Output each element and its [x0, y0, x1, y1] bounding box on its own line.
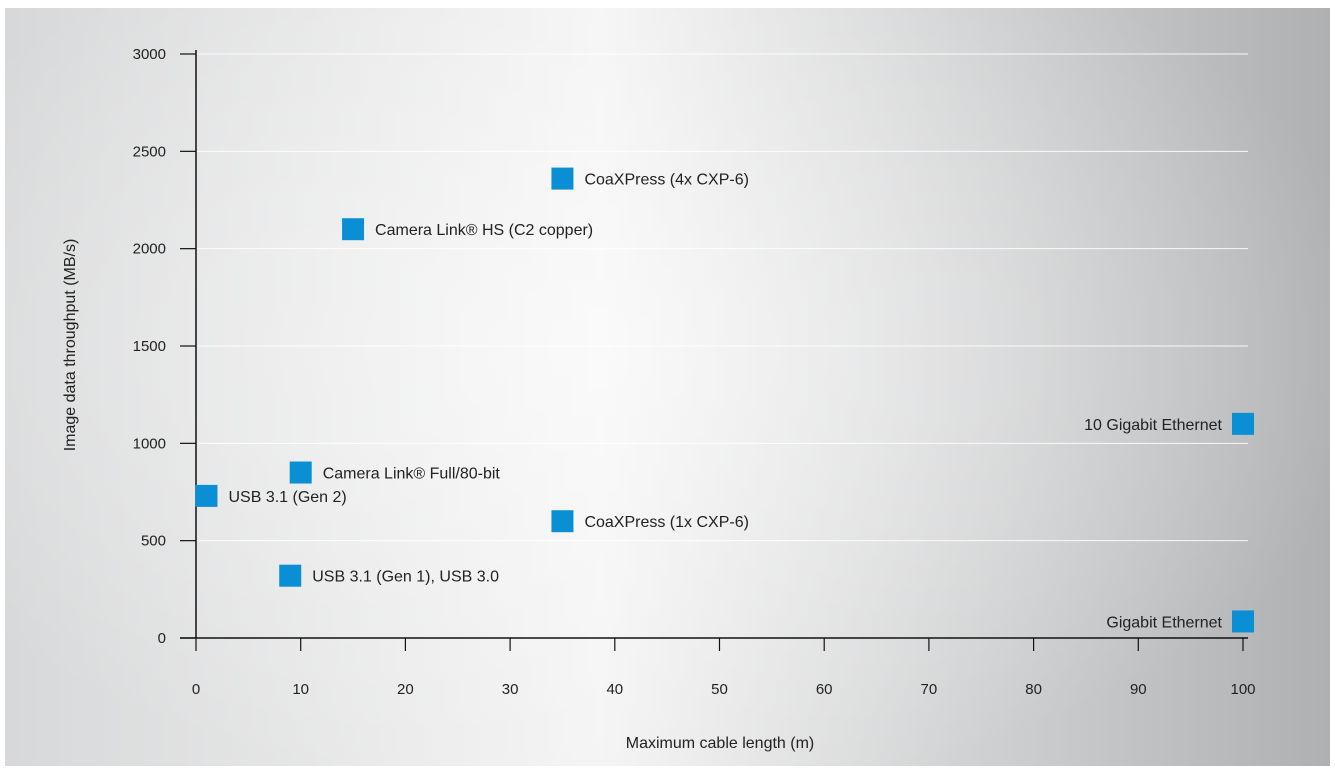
x-tick-label-70: 70 [921, 681, 938, 698]
data-point-6 [279, 564, 302, 587]
x-tick-label-100: 100 [1230, 681, 1255, 698]
x-tick-label-80: 80 [1025, 681, 1042, 698]
x-tick-label-30: 30 [502, 681, 519, 698]
y-tick-label-1500: 1500 [133, 338, 166, 355]
axis-layer [180, 50, 1248, 639]
y-tick-label-2500: 2500 [133, 143, 166, 160]
x-tick-label-90: 90 [1130, 681, 1147, 698]
x-tick-label-0: 0 [192, 681, 200, 698]
chart-background-glow [5, 8, 1330, 766]
data-point-1 [342, 218, 365, 241]
data-label-5: CoaXPress (1x CXP-6) [584, 514, 749, 531]
y-tick-label-500: 500 [141, 533, 166, 550]
y-tick-label-2000: 2000 [133, 241, 166, 258]
y-tick-label-3000: 3000 [133, 46, 166, 63]
data-label-2: 10 Gigabit Ethernet [1084, 417, 1222, 434]
x-axis-title: Maximum cable length (m) [626, 735, 815, 752]
data-point-7 [1232, 610, 1254, 633]
y-tick-label-0: 0 [158, 630, 166, 647]
x-tick-label-50: 50 [711, 681, 728, 698]
data-point-5 [551, 510, 574, 533]
data-label-0: CoaXPress (4x CXP-6) [584, 172, 749, 189]
tick-layer: 0 500 1000 1500 2000 2500 3000 0 10 20 30 40 50 60 70 8… [133, 46, 1256, 698]
data-point-4 [195, 484, 218, 507]
data-point-3 [289, 461, 312, 484]
grid-layer [196, 53, 1248, 542]
x-tick-label-10: 10 [292, 681, 309, 698]
data-label-1: Camera Link® HS (C2 copper) [375, 222, 593, 239]
x-tick-label-60: 60 [816, 681, 833, 698]
data-point-0 [551, 167, 574, 190]
data-point-2 [1232, 412, 1254, 435]
points-layer: CoaXPress (4x CXP-6) Camera Link® HS (C2 … [195, 167, 1254, 633]
y-tick-label-1000: 1000 [133, 435, 166, 452]
data-label-3: Camera Link® Full/80-bit [323, 466, 501, 483]
y-axis-title: Image data throughput (MB/s) [62, 239, 79, 452]
x-tick-label-40: 40 [606, 681, 623, 698]
data-label-7: Gigabit Ethernet [1106, 614, 1222, 631]
x-tick-label-20: 20 [397, 681, 414, 698]
data-label-4: USB 3.1 (Gen 2) [228, 489, 346, 506]
data-label-6: USB 3.1 (Gen 1), USB 3.0 [312, 569, 499, 586]
